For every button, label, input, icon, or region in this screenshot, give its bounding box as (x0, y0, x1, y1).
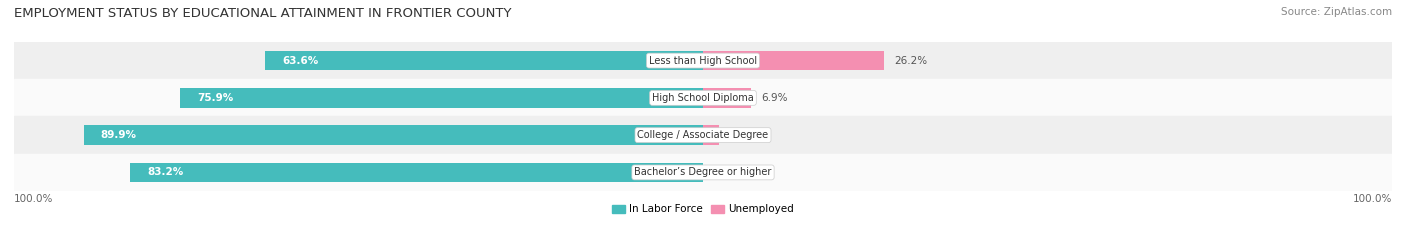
Bar (83, 125, 703, 145)
Text: 0.0%: 0.0% (713, 168, 740, 177)
Text: College / Associate Degree: College / Associate Degree (637, 130, 769, 140)
Bar (703, 125, 718, 145)
Text: 89.9%: 89.9% (101, 130, 136, 140)
Text: High School Diploma: High School Diploma (652, 93, 754, 103)
Text: Less than High School: Less than High School (650, 56, 756, 65)
Text: EMPLOYMENT STATUS BY EDUCATIONAL ATTAINMENT IN FRONTIER COUNTY: EMPLOYMENT STATUS BY EDUCATIONAL ATTAINM… (14, 7, 512, 20)
Legend: In Labor Force, Unemployed: In Labor Force, Unemployed (609, 200, 797, 219)
Bar (14, 79, 1392, 116)
Bar (14, 116, 1392, 154)
Bar (129, 163, 703, 182)
Text: 2.3%: 2.3% (730, 130, 755, 140)
Text: 83.2%: 83.2% (148, 168, 183, 177)
Text: 75.9%: 75.9% (197, 93, 233, 103)
Text: 6.9%: 6.9% (761, 93, 787, 103)
Text: 63.6%: 63.6% (283, 56, 318, 65)
Bar (703, 88, 751, 108)
Bar (14, 42, 1392, 79)
Text: 26.2%: 26.2% (894, 56, 927, 65)
Text: 100.0%: 100.0% (14, 194, 53, 204)
Bar (180, 88, 703, 108)
Text: Bachelor’s Degree or higher: Bachelor’s Degree or higher (634, 168, 772, 177)
Bar (703, 51, 883, 70)
Bar (264, 51, 703, 70)
Bar (14, 154, 1392, 191)
Text: Source: ZipAtlas.com: Source: ZipAtlas.com (1281, 7, 1392, 17)
Text: 100.0%: 100.0% (1353, 194, 1392, 204)
